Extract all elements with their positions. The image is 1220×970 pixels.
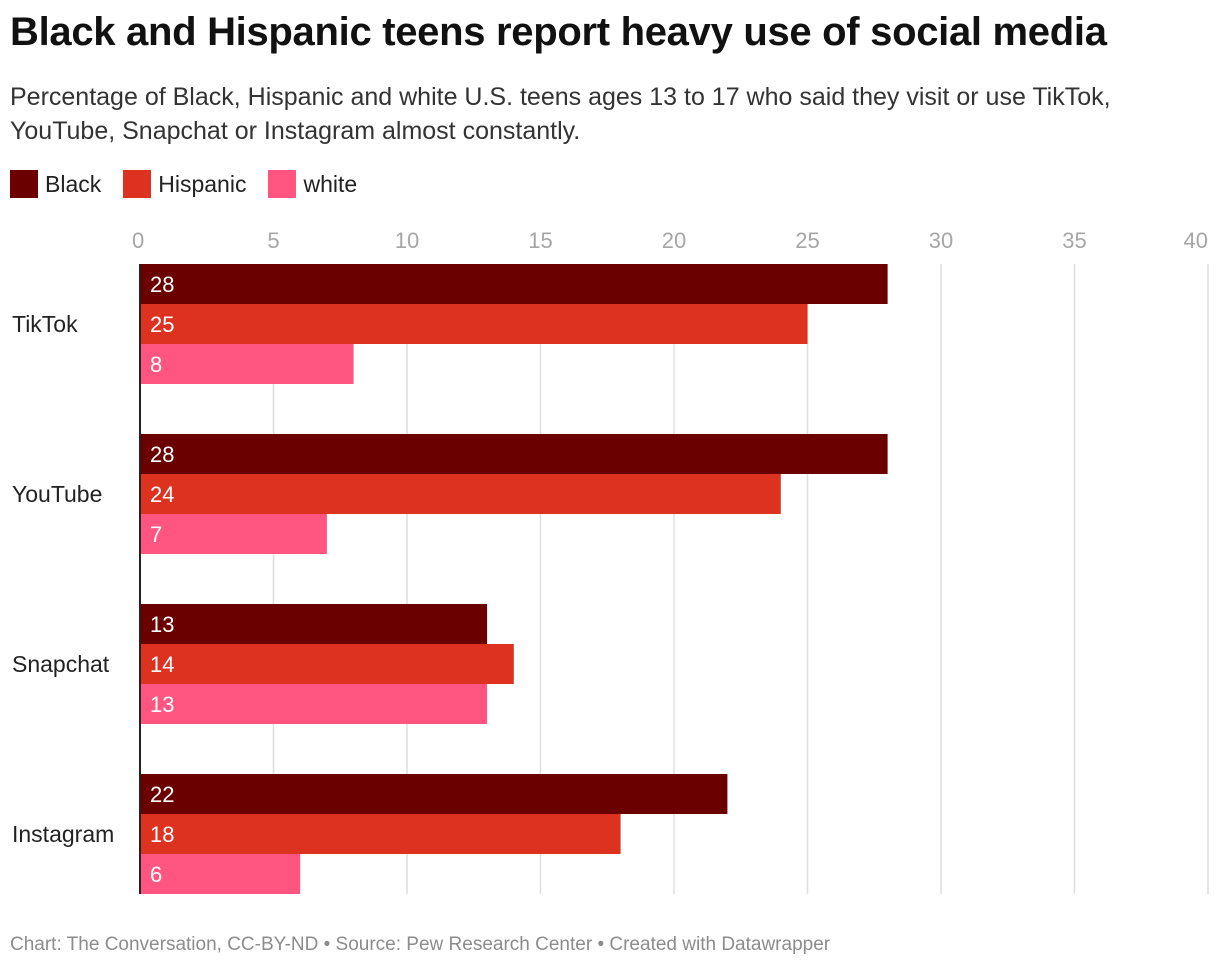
x-tick-label: 35	[1062, 228, 1086, 253]
category-label: Snapchat	[12, 651, 110, 677]
bar	[140, 774, 728, 814]
legend-swatch-white	[268, 170, 297, 198]
bar	[140, 434, 888, 474]
bar	[140, 854, 301, 894]
x-tick-label: 30	[929, 228, 953, 253]
bar	[140, 814, 621, 854]
bar-value-label: 18	[150, 822, 174, 847]
x-tick-label: 5	[267, 228, 279, 253]
x-tick-label: 25	[795, 228, 819, 253]
bar	[140, 474, 781, 514]
x-tick-label: 10	[395, 228, 419, 253]
bar	[140, 604, 488, 644]
legend-item-black: Black	[10, 170, 101, 198]
bar-value-label: 7	[150, 522, 162, 547]
bar	[140, 514, 327, 554]
bar-value-label: 14	[150, 652, 174, 677]
bar-value-label: 24	[150, 482, 174, 507]
bar-chart: 0 5 10 15 20 25 30 35 40 TikTok 28 25 8 YouTube 28 24 7 S…	[12, 228, 1209, 894]
bar	[140, 644, 514, 684]
bar-value-label: 13	[150, 692, 174, 717]
legend-item-white: white	[268, 170, 357, 198]
category-label: TikTok	[12, 311, 78, 337]
legend-swatch-black	[10, 170, 38, 198]
legend-swatch-hispanic	[123, 170, 152, 198]
bar	[140, 304, 808, 344]
x-tick-label: 20	[662, 228, 686, 253]
legend: Black Hispanic white	[10, 170, 379, 198]
legend-label-black: Black	[45, 170, 102, 197]
category-label: YouTube	[12, 481, 102, 507]
bar	[140, 264, 888, 304]
chart-footer: Chart: The Conversation, CC-BY-ND • Sour…	[10, 934, 831, 955]
category-label: Instagram	[12, 821, 114, 847]
bar	[140, 344, 354, 384]
bar-value-label: 22	[150, 782, 174, 807]
bar-value-label: 28	[150, 272, 174, 297]
bar-value-label: 25	[150, 312, 174, 337]
bar-value-label: 13	[150, 612, 174, 637]
bar	[140, 684, 488, 724]
chart-subtitle: Percentage of Black, Hispanic and white …	[10, 83, 1111, 145]
legend-label-hispanic: Hispanic	[158, 170, 247, 197]
bar-value-label: 28	[150, 442, 174, 467]
x-tick-label: 15	[528, 228, 552, 253]
legend-label-white: white	[303, 170, 358, 197]
x-tick-label: 0	[132, 228, 144, 253]
bar-value-label: 6	[150, 862, 162, 887]
bar-value-label: 8	[150, 352, 162, 377]
x-tick-label: 40	[1184, 228, 1208, 253]
chart-title: Black and Hispanic teens report heavy us…	[10, 10, 1107, 54]
legend-item-hispanic: Hispanic	[123, 170, 246, 198]
